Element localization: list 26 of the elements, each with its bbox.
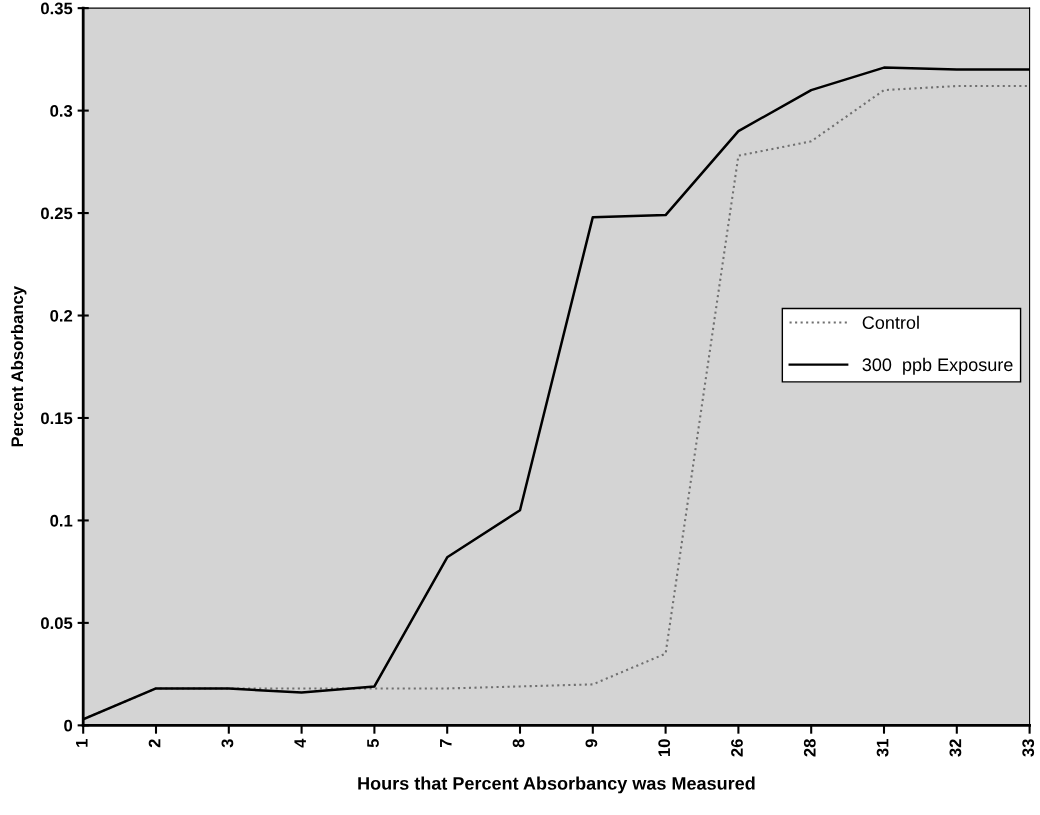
x-tick-label: 28: [803, 739, 816, 757]
x-tick-label: 1: [76, 739, 88, 747]
y-tick-label: 0.2: [50, 309, 73, 322]
x-tick-label: 32: [949, 739, 962, 757]
x-tick-label: 31: [876, 739, 889, 757]
legend-label: Control: [862, 315, 919, 330]
y-tick-label: 0.05: [41, 617, 73, 630]
x-tick-label: 7: [440, 739, 452, 748]
x-tick-label: 33: [1022, 739, 1035, 757]
legend-label: 300 ppb Exposure: [862, 357, 1013, 375]
y-tick-label: 0.3: [50, 105, 73, 117]
y-tick-label: 0: [64, 719, 73, 732]
y-axis-title: Percent Absorbancy: [10, 286, 27, 447]
x-tick-label: 3: [221, 739, 234, 748]
x-tick-label: 10: [658, 739, 671, 757]
y-tick-label: 0.1: [50, 514, 73, 527]
x-tick-label: 8: [512, 739, 525, 748]
x-tick-label: 2: [148, 739, 161, 748]
x-tick-label: 26: [731, 739, 743, 757]
x-tick-label: 5: [367, 739, 379, 748]
y-tick-label: 0.15: [41, 412, 73, 425]
x-tick-label: 4: [294, 738, 306, 748]
x-tick-label: 9: [585, 739, 598, 748]
y-tick-label: 0.35: [41, 2, 73, 15]
x-axis-title: Hours that Percent Absorbancy was Measured: [358, 776, 755, 794]
y-tick-label: 0.25: [41, 207, 73, 220]
